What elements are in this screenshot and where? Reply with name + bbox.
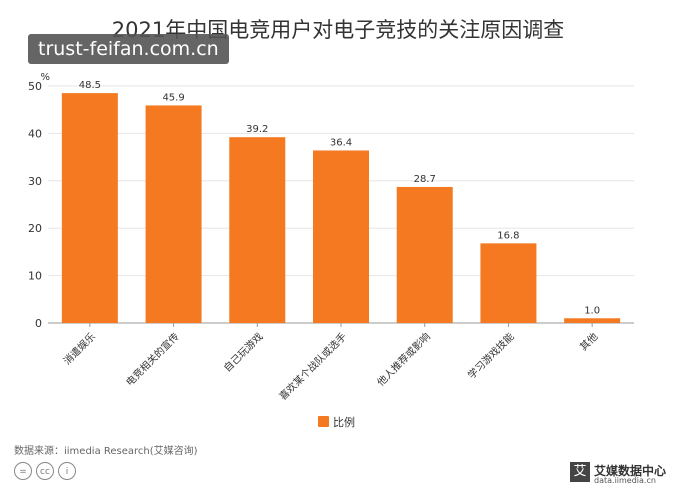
license-icons: = cc i bbox=[14, 462, 76, 480]
x-tick-label: 消遣娱乐 bbox=[61, 330, 98, 367]
x-tick-label: 他人推荐或影响 bbox=[374, 330, 433, 389]
cc-equal-icon: = bbox=[14, 462, 32, 480]
logo-site: data.iimedia.cn bbox=[594, 476, 656, 485]
watermark: trust-feifan.com.cn bbox=[28, 34, 229, 64]
x-tick-label: 自己玩游戏 bbox=[221, 330, 266, 375]
legend-swatch bbox=[318, 416, 329, 427]
y-tick-label: 10 bbox=[28, 270, 42, 283]
bar bbox=[564, 318, 621, 323]
bar bbox=[480, 243, 537, 323]
x-tick-label: 学习游戏技能 bbox=[465, 330, 517, 382]
data-label: 36.4 bbox=[330, 137, 352, 148]
cc-icon: cc bbox=[36, 462, 54, 480]
data-label: 39.2 bbox=[246, 124, 268, 135]
source-note: 数据来源：iimedia Research(艾媒咨询) bbox=[14, 446, 198, 457]
data-label: 45.9 bbox=[162, 92, 184, 103]
data-label: 1.0 bbox=[584, 305, 600, 316]
x-tick-label: 喜欢某个战队或选手 bbox=[276, 330, 349, 403]
iimedia-logo: 艾 艾媒数据中心 data.iimedia.cn bbox=[570, 462, 666, 488]
legend-label: 比例 bbox=[333, 415, 355, 429]
cc-info-icon: i bbox=[58, 462, 76, 480]
y-tick-label: 0 bbox=[35, 317, 42, 330]
data-label: 16.8 bbox=[497, 230, 519, 241]
logo-mark-icon: 艾 bbox=[570, 462, 590, 482]
bar-chart: 0 10 20 30 40 50% 48.5 消遣娱乐 45.9 电竞相关的宣传 39.2 自己玩游戏… bbox=[28, 72, 634, 429]
x-tick-label: 其他 bbox=[577, 330, 600, 353]
bar bbox=[313, 150, 369, 323]
bar bbox=[145, 105, 202, 324]
data-label: 28.7 bbox=[414, 174, 436, 185]
data-label: 48.5 bbox=[79, 80, 101, 91]
y-tick-label: 20 bbox=[28, 222, 42, 235]
x-tick-label: 电竞相关的宣传 bbox=[123, 330, 182, 389]
y-tick-label: 40 bbox=[28, 127, 42, 140]
bar bbox=[61, 93, 118, 323]
y-axis-unit: % bbox=[40, 72, 50, 83]
bar bbox=[396, 186, 453, 323]
logo-brand: 艾媒数据中心 bbox=[594, 464, 667, 478]
bar bbox=[229, 137, 286, 323]
y-tick-label: 30 bbox=[28, 175, 42, 188]
y-tick-label: 50 bbox=[28, 80, 42, 93]
